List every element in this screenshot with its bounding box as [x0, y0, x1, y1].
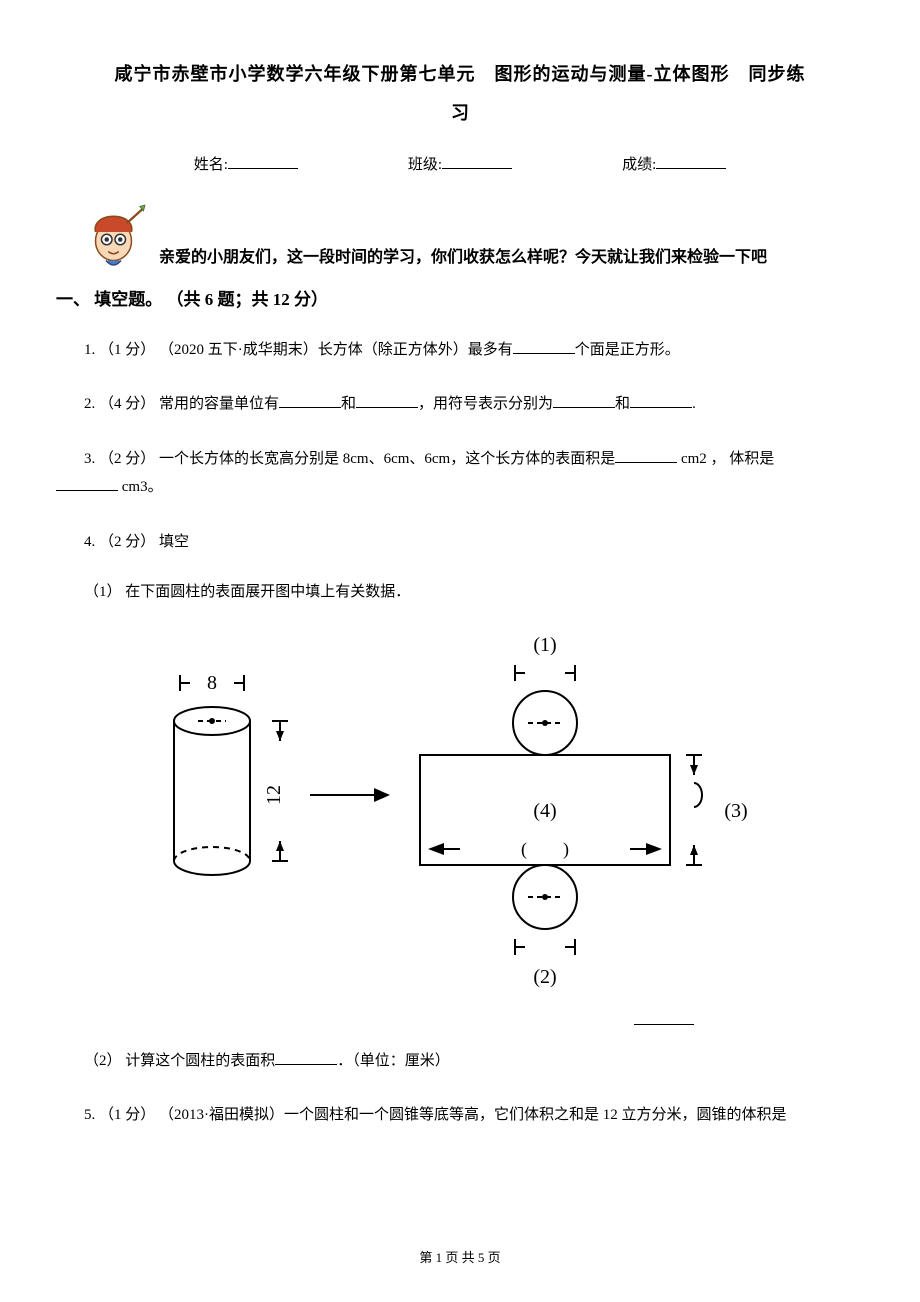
score-label: 成绩:: [622, 153, 656, 174]
title-line1: 咸宁市赤壁市小学数学六年级下册第七单元 图形的运动与测量-立体图形 同步练: [56, 60, 864, 89]
question-3: 3. （2 分） 一个长方体的长宽高分别是 8cm、6cm、6cm，这个长方体的…: [56, 445, 864, 474]
page-footer: 第 1 页 共 5 页: [0, 1247, 920, 1266]
name-blank[interactable]: [228, 153, 298, 169]
cylinder-diagram: 8 12 (1): [150, 627, 770, 1017]
q4-sub2-prefix: （2） 计算这个圆柱的表面积: [84, 1053, 275, 1069]
q1-blank[interactable]: [513, 340, 575, 354]
label-1: (1): [533, 634, 556, 656]
question-5: 5. （1 分） （2013·福田模拟）一个圆柱和一个圆锥等底等高，它们体积之和…: [56, 1101, 864, 1130]
q3-mid: cm2 ， 体积是: [677, 451, 774, 467]
question-3-cont: cm3。: [56, 473, 864, 502]
q4-sub2-blank[interactable]: [275, 1051, 337, 1065]
question-2: 2. （4 分） 常用的容量单位有 和 ，用符号表示分别为 和.: [56, 390, 864, 419]
label-2: (2): [533, 966, 556, 988]
q2-mid1: 和: [341, 396, 356, 412]
q3-prefix: 3. （2 分） 一个长方体的长宽高分别是 8cm、6cm、6cm，这个长方体的…: [84, 451, 615, 467]
mascot-text: 亲爱的小朋友们，这一段时间的学习，你们收获怎么样呢？今天就让我们来检验一下吧: [159, 243, 767, 271]
q3-blank-2[interactable]: [56, 477, 118, 491]
question-4-sub2: （2） 计算这个圆柱的表面积 ．（单位：厘米）: [56, 1047, 864, 1076]
svg-text:( ): ( ): [521, 839, 569, 860]
question-1: 1. （1 分） （2020 五下·成华期末）长方体（除正方体外）最多有 个面是正…: [56, 336, 864, 365]
q2-blank-3[interactable]: [553, 394, 615, 408]
class-blank[interactable]: [442, 153, 512, 169]
diagram-area: 8 12 (1): [56, 627, 864, 1017]
q1-suffix: 个面是正方形。: [575, 342, 680, 358]
question-4-sub1: （1） 在下面圆柱的表面展开图中填上有关数据．: [56, 578, 864, 607]
class-label: 班级:: [408, 153, 442, 174]
title-line2: 习: [56, 99, 864, 125]
q2-blank-1[interactable]: [279, 394, 341, 408]
label-8: 8: [207, 672, 217, 694]
name-label: 姓名:: [194, 153, 228, 174]
label-3: (3): [724, 800, 747, 822]
mascot-icon: [76, 196, 151, 271]
section-header: 一、 填空题。 （共 6 题；共 12 分）: [56, 285, 864, 310]
q2-blank-4[interactable]: [630, 394, 692, 408]
q3-suffix: cm3。: [118, 479, 163, 495]
q2-mid3: 和: [615, 396, 630, 412]
question-4: 4. （2 分） 填空: [56, 528, 864, 557]
q3-blank-1[interactable]: [615, 449, 677, 463]
paren-close-w: ): [563, 839, 569, 860]
label-4: (4): [533, 800, 556, 822]
q4-sub2-suffix: ．（单位：厘米）: [337, 1053, 450, 1069]
q2-mid2: ，用符号表示分别为: [418, 396, 553, 412]
paren-open-w: (: [521, 839, 527, 860]
q2-prefix: 2. （4 分） 常用的容量单位有: [84, 396, 279, 412]
diagram-answer-blank[interactable]: [634, 1011, 694, 1025]
form-row: 姓名: 班级: 成绩:: [56, 153, 864, 174]
q1-prefix: 1. （1 分） （2020 五下·成华期末）长方体（除正方体外）最多有: [84, 342, 513, 358]
score-blank[interactable]: [656, 153, 726, 169]
label-12: 12: [263, 785, 285, 805]
q2-suffix: .: [692, 396, 696, 412]
q2-blank-2[interactable]: [356, 394, 418, 408]
